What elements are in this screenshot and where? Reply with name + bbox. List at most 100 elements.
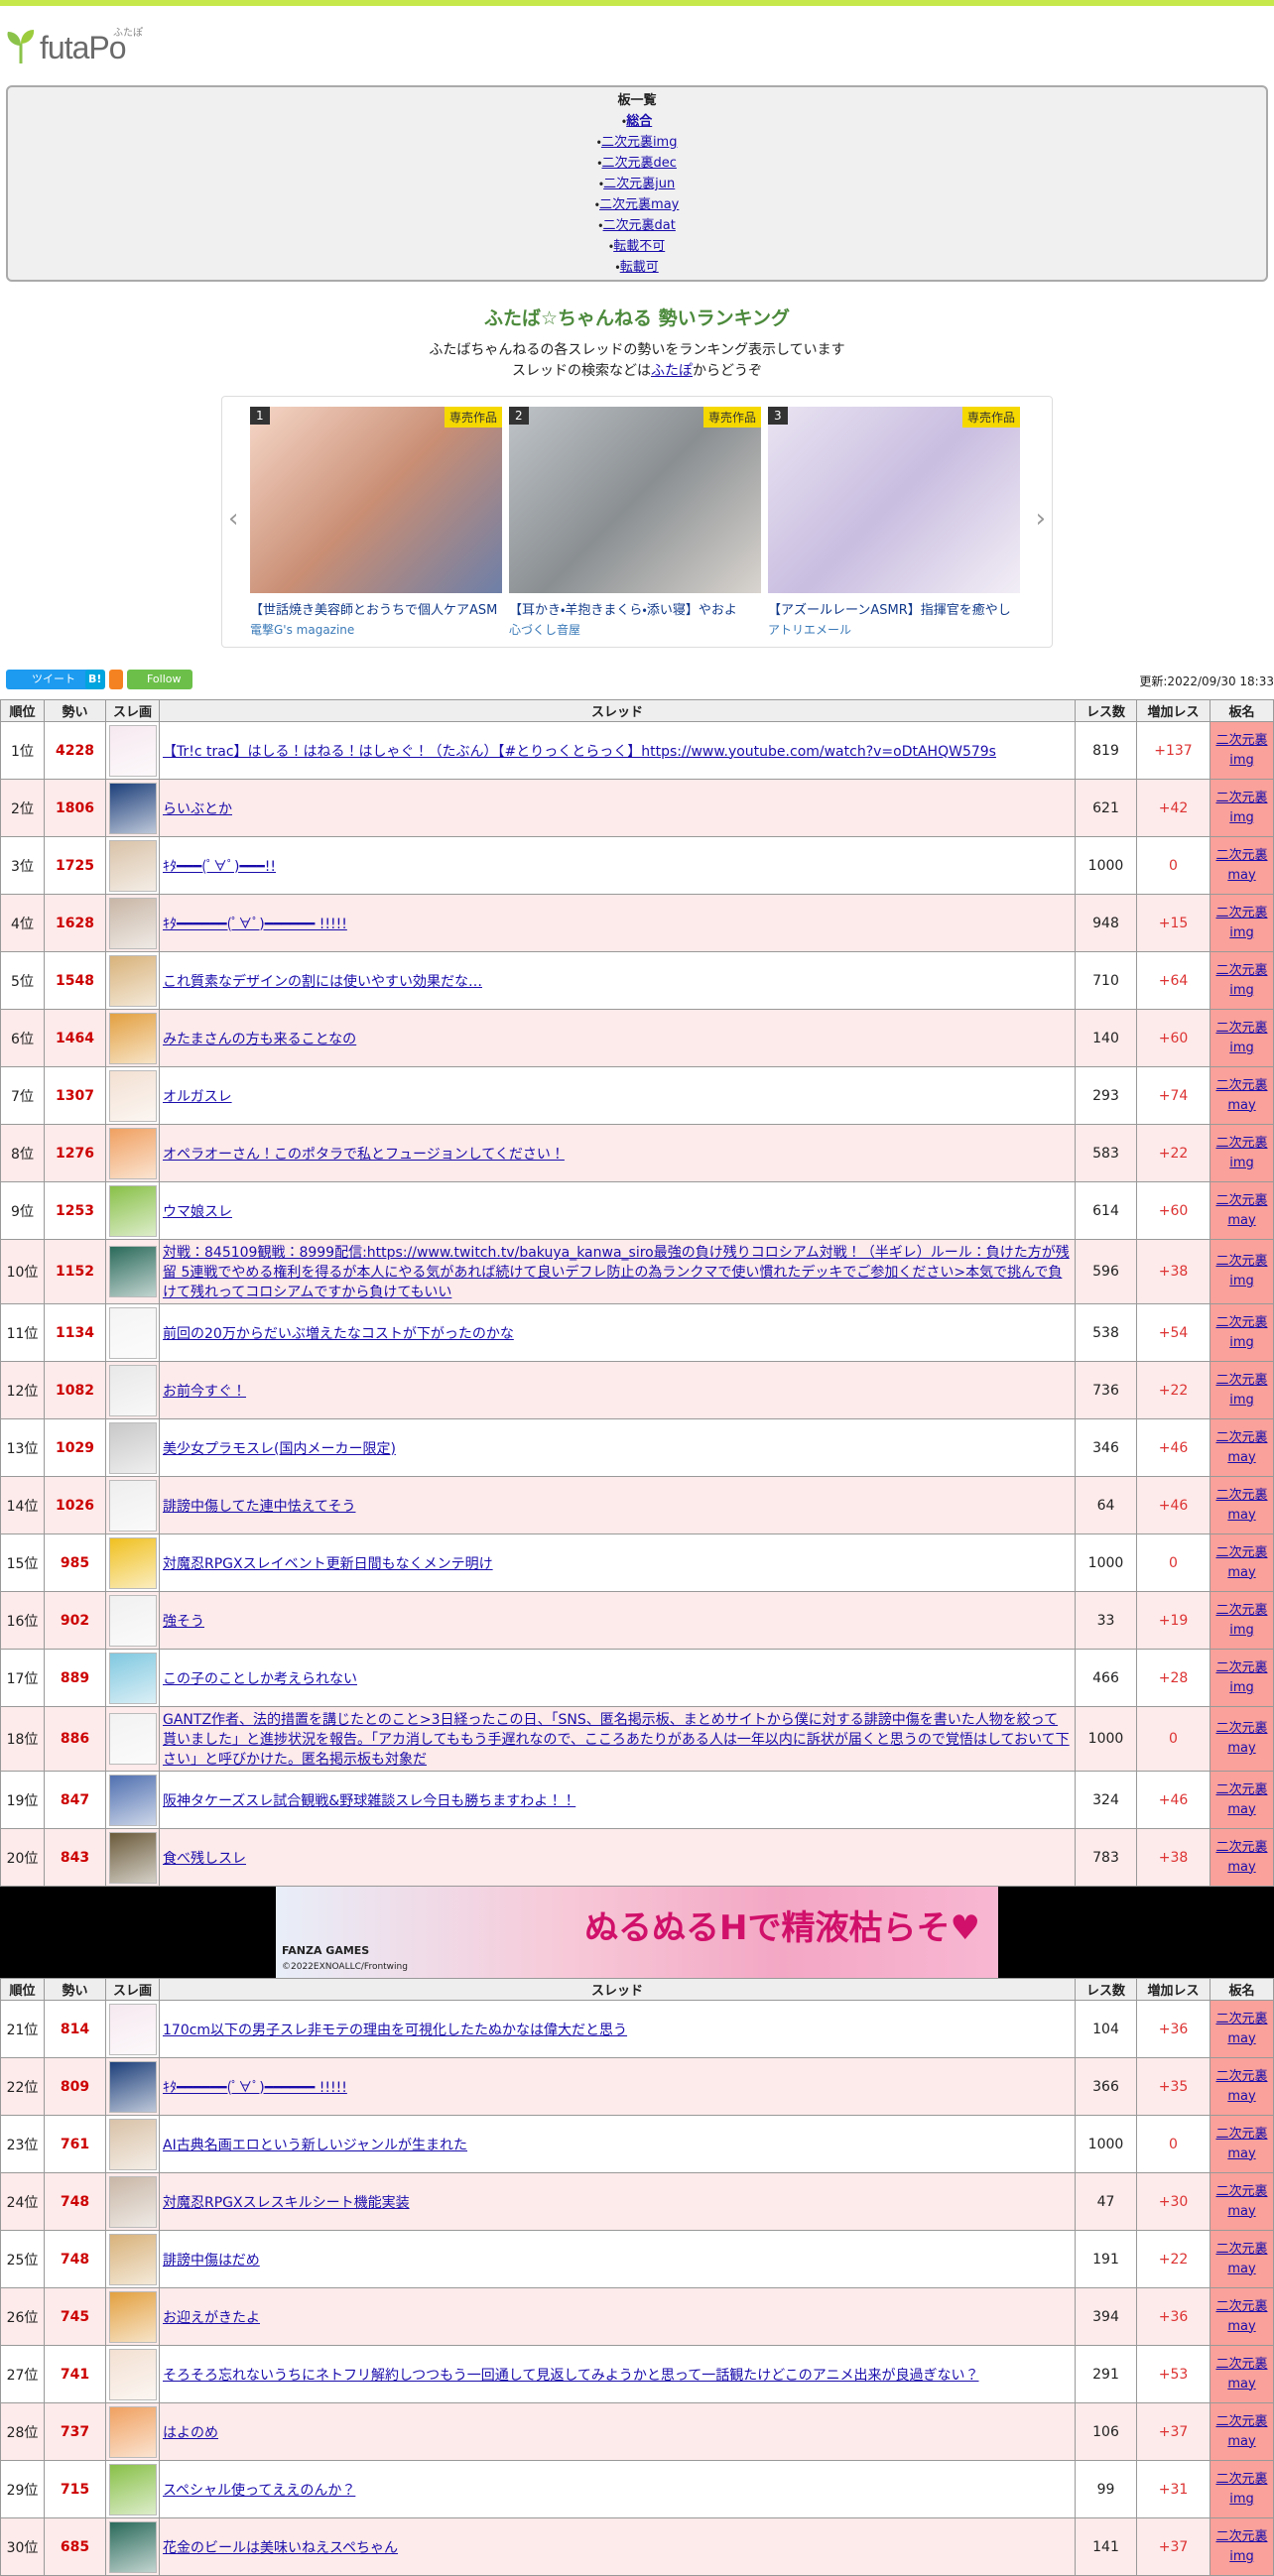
thumbnail[interactable]: [108, 1831, 157, 1884]
board-link[interactable]: 二次元裏img: [1215, 732, 1268, 768]
thread-link[interactable]: スペシャル使ってええのんか？: [163, 2482, 356, 2499]
thread-link[interactable]: オペラオーさん！このポタラで私とフュージョンしてください！: [163, 1146, 565, 1163]
thread-link[interactable]: 花金のビールは美味いねえスペちゃん: [163, 2539, 399, 2556]
board-link[interactable]: 二次元裏may: [1215, 1721, 1268, 1756]
thread-link[interactable]: 対魔忍RPGXスレスキルシート機能実装: [163, 2194, 410, 2211]
logo[interactable]: futaPo ふたぽ: [0, 6, 1274, 85]
thumbnail[interactable]: [108, 1127, 157, 1179]
thumbnail[interactable]: [108, 2290, 157, 2343]
board-link[interactable]: 二次元裏img: [1215, 1314, 1268, 1350]
board-link[interactable]: 二次元裏img: [600, 135, 678, 150]
thread-link[interactable]: 阪神タケーズスレ試合観戦&野球雑談スレ今日も勝ちますわよ！！: [163, 1792, 576, 1809]
thread-link[interactable]: GANTZ作者、法的措置を講じたとのこと>3日経ったこの日、「SNS、匿名掲示板…: [163, 1712, 1070, 1768]
board-link[interactable]: 二次元裏may: [1215, 1544, 1268, 1580]
carousel-item[interactable]: 1 専売作品 【世話焼き美容師とおうちで個人ケアASM 電撃G's magazine: [250, 407, 502, 638]
board-link[interactable]: 二次元裏jun: [603, 177, 676, 191]
thumbnail[interactable]: [108, 2348, 157, 2400]
thumbnail[interactable]: [108, 2003, 157, 2055]
thread-link[interactable]: 食べ残しスレ: [163, 1850, 246, 1867]
thread-link[interactable]: みたまさんの方も来ることなの: [163, 1031, 357, 1047]
board-link[interactable]: 二次元裏may: [1215, 2183, 1268, 2219]
board-link[interactable]: 総合: [626, 114, 653, 129]
board-link[interactable]: 二次元裏img: [1215, 905, 1268, 940]
thumbnail[interactable]: [108, 1652, 157, 1704]
thread-link[interactable]: この子のことしか考えられない: [163, 1670, 357, 1687]
follow-button[interactable]: Follow: [127, 670, 192, 689]
thumbnail[interactable]: [108, 2060, 157, 2113]
thread-link[interactable]: 美少女プラモスレ(国内メーカー限定): [163, 1440, 396, 1457]
tweet-button[interactable]: ツイート: [6, 670, 103, 689]
thumbnail[interactable]: [108, 954, 157, 1007]
board-link[interactable]: 二次元裏may: [1215, 847, 1268, 883]
thread-link[interactable]: ｷﾀ━━━━━━(ﾟ∀ﾟ)━━━━━━ !!!!!: [163, 2079, 347, 2096]
thumbnail[interactable]: [108, 1774, 157, 1826]
thumbnail[interactable]: [108, 839, 157, 892]
thumbnail[interactable]: [108, 2233, 157, 2285]
board-link[interactable]: 二次元裏dec: [601, 156, 677, 171]
board-link[interactable]: 二次元裏img: [1215, 1602, 1268, 1638]
thread-link[interactable]: お迎えがきたよ: [163, 2309, 260, 2326]
board-link[interactable]: 二次元裏may: [1215, 2241, 1268, 2276]
board-link[interactable]: 二次元裏may: [1215, 2356, 1268, 2392]
thread-link[interactable]: ｷﾀ━━━━━━(ﾟ∀ﾟ)━━━━━━ !!!!!: [163, 916, 347, 932]
hatena-button[interactable]: B!: [85, 670, 105, 689]
thread-link[interactable]: 前回の20万からだいぶ増えたなコストが下がったのかな: [163, 1325, 514, 1342]
thread-link[interactable]: 【Tr!c trac】はしる！はねる！はしゃぐ！（たぶん）【#とりっくとらっく】…: [163, 743, 996, 760]
carousel-item[interactable]: 2 専売作品 【耳かき・羊抱きまくら・添い寝】やおよ 心づくし音屋: [509, 407, 761, 638]
thumbnail[interactable]: [108, 1364, 157, 1416]
thread-link[interactable]: 170cm以下の男子スレ非モテの理由を可視化したたぬかなは偉大だと思う: [163, 2022, 628, 2038]
board-link[interactable]: 二次元裏img: [1215, 1659, 1268, 1695]
board-link[interactable]: 二次元裏img: [1215, 2528, 1268, 2564]
carousel-prev[interactable]: ‹: [228, 504, 239, 534]
thread-link[interactable]: ｷﾀ━━━(ﾟ∀ﾟ)━━━!!: [163, 858, 276, 875]
thumbnail[interactable]: [108, 1594, 157, 1647]
thread-link[interactable]: AI古典名画エロという新しいジャンルが生まれた: [163, 2137, 468, 2153]
board-link[interactable]: 二次元裏img: [1215, 1254, 1268, 1288]
search-link[interactable]: ふたぽ: [651, 363, 693, 379]
board-link[interactable]: 転載可: [619, 260, 659, 275]
board-link[interactable]: 二次元裏dat: [602, 218, 676, 233]
thread-link[interactable]: 対魔忍RPGXスレイベント更新日間もなくメンテ明け: [163, 1555, 493, 1572]
thread-link[interactable]: そろそろ忘れないうちにネトフリ解約しつつもう一回通して見返してみようかと思って一…: [163, 2367, 979, 2384]
board-link[interactable]: 二次元裏may: [1215, 1192, 1268, 1228]
thumbnail[interactable]: [108, 782, 157, 834]
carousel-item[interactable]: 3 専売作品 【アズールレーンASMR】指揮官を癒やし アトリエメール: [768, 407, 1020, 638]
thumbnail[interactable]: [108, 1421, 157, 1474]
thread-link[interactable]: ウマ娘スレ: [163, 1203, 232, 1220]
board-link[interactable]: 二次元裏img: [1215, 1135, 1268, 1170]
thumbnail[interactable]: [108, 2405, 157, 2458]
board-link[interactable]: 転載不可: [613, 239, 666, 254]
thumbnail[interactable]: [108, 1536, 157, 1589]
board-link[interactable]: 二次元裏img: [1215, 2471, 1268, 2507]
thread-link[interactable]: これ質素なデザインの割には使いやすい効果だな…: [163, 973, 482, 990]
thumbnail[interactable]: [108, 2463, 157, 2515]
thumbnail[interactable]: [108, 2175, 157, 2228]
thumbnail[interactable]: [108, 724, 157, 777]
board-link[interactable]: 二次元裏may: [1215, 1429, 1268, 1465]
thumbnail[interactable]: [108, 1479, 157, 1532]
carousel-next[interactable]: ›: [1035, 504, 1046, 534]
board-link[interactable]: 二次元裏may: [1215, 2068, 1268, 2104]
thread-link[interactable]: オルガスレ: [163, 1088, 232, 1105]
thumbnail[interactable]: [108, 1069, 157, 1122]
board-link[interactable]: 二次元裏may: [1215, 2126, 1268, 2161]
thumbnail[interactable]: [108, 2118, 157, 2170]
rss-button[interactable]: [109, 670, 123, 689]
board-link[interactable]: 二次元裏img: [1215, 962, 1268, 998]
thread-link[interactable]: らいぶとか: [163, 800, 232, 817]
board-link[interactable]: 二次元裏may: [1215, 1077, 1268, 1113]
board-link[interactable]: 二次元裏may: [1215, 2413, 1268, 2449]
board-link[interactable]: 二次元裏may: [1215, 2011, 1268, 2046]
ad-banner[interactable]: ぬるぬるHで精液枯らそ♥ FANZA GAMES ©2022EXNOALLC/F…: [276, 1887, 998, 1978]
thumbnail[interactable]: [108, 1246, 157, 1297]
thumbnail[interactable]: [108, 897, 157, 949]
board-link[interactable]: 二次元裏may: [1215, 1487, 1268, 1523]
board-link[interactable]: 二次元裏may: [599, 197, 680, 212]
board-link[interactable]: 二次元裏may: [1215, 1781, 1268, 1817]
board-link[interactable]: 二次元裏may: [1215, 1839, 1268, 1875]
board-link[interactable]: 二次元裏may: [1215, 2298, 1268, 2334]
thumbnail[interactable]: [108, 1713, 157, 1765]
thumbnail[interactable]: [108, 1306, 157, 1359]
thread-link[interactable]: 強そう: [163, 1613, 204, 1630]
thread-link[interactable]: 誹謗中傷はだめ: [163, 2252, 260, 2269]
